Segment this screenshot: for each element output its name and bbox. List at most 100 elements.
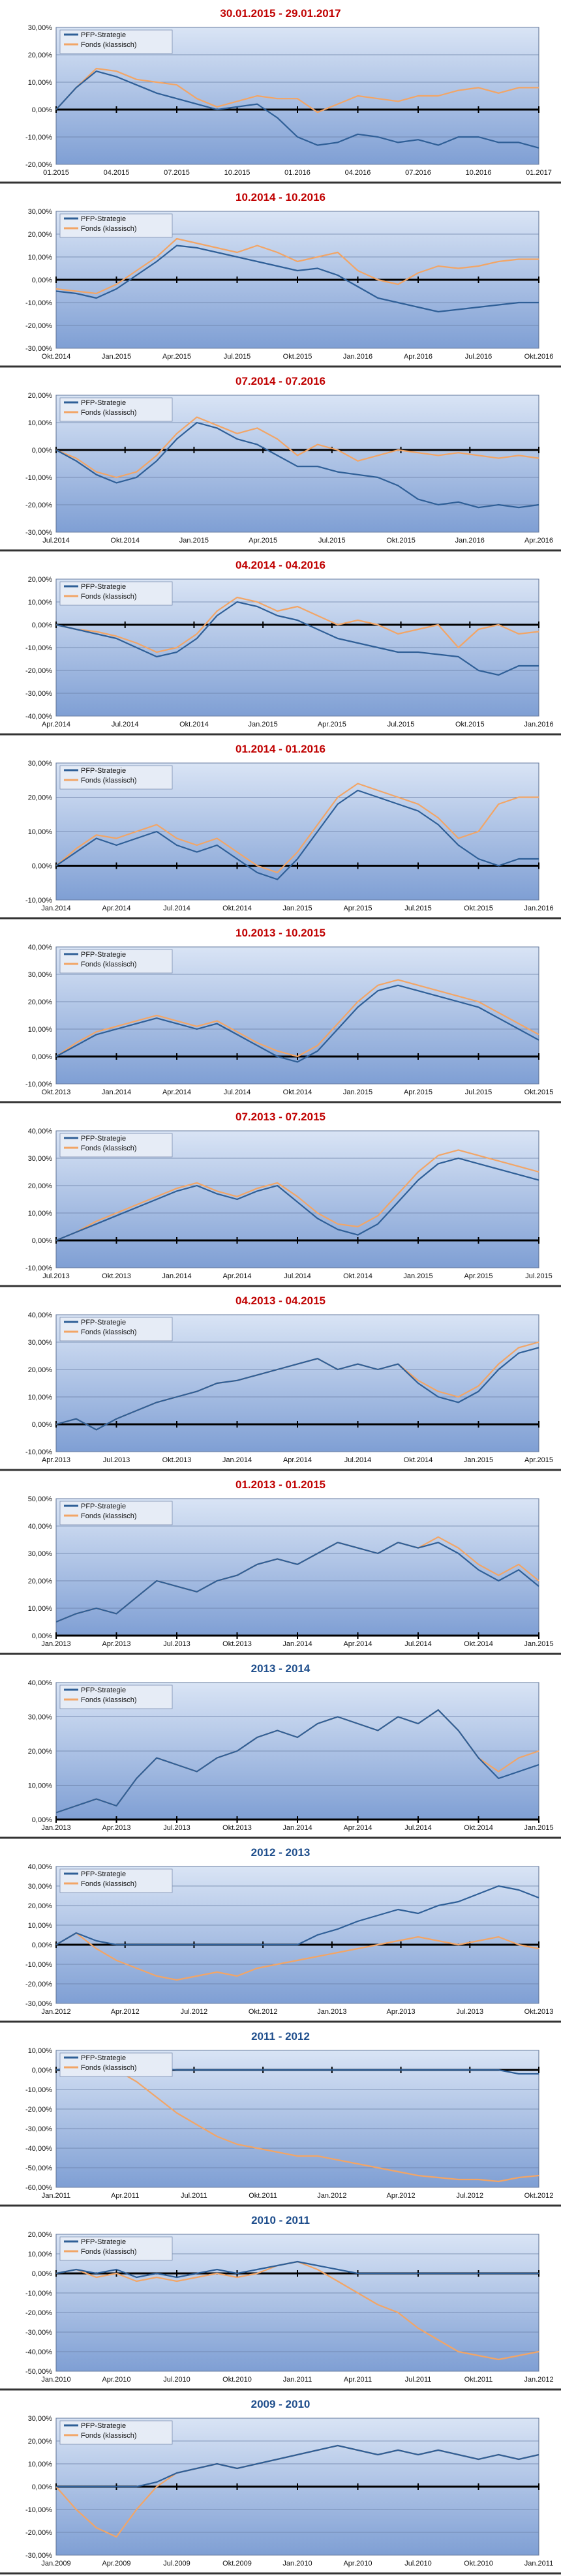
x-tick-label: 10.2015 [224, 169, 250, 177]
y-tick-label: 30,00% [28, 1714, 53, 1722]
y-tick-label: 20,00% [28, 1748, 53, 1756]
y-tick-label: -30,00% [25, 2000, 52, 2008]
legend-label-fonds: Fonds (klassisch) [81, 593, 137, 601]
y-tick-label: -10,00% [25, 134, 52, 142]
x-tick-label: Okt.2014 [179, 721, 209, 728]
y-tick-label: 20,00% [28, 52, 53, 59]
legend-label-fonds: Fonds (klassisch) [81, 2248, 137, 2256]
x-tick-label: Jul.2012 [181, 2008, 208, 2016]
legend-label-fonds: Fonds (klassisch) [81, 2064, 137, 2072]
x-tick-label: Okt.2010 [464, 2560, 493, 2568]
y-tick-label: 40,00% [28, 1863, 53, 1871]
y-tick-label: 30,00% [28, 1550, 53, 1558]
y-tick-label: 10,00% [28, 2461, 53, 2468]
x-tick-label: Jul.2013 [456, 2008, 483, 2016]
legend: PFP-Strategie Fonds (klassisch) [59, 1868, 173, 1893]
x-tick-label: Jan.2016 [524, 721, 553, 728]
y-tick-label: 20,00% [28, 1182, 53, 1190]
legend-label-pfp: PFP-Strategie [81, 399, 126, 407]
x-tick-label: Jan.2014 [282, 1640, 312, 1648]
x-tick-label: Okt.2013 [524, 2008, 554, 2016]
chart-panel-3: 07.2014 - 07.2016 -30,00% -20,00% -10,00% 0,… [0, 375, 561, 552]
chart-title: 2010 - 2011 [251, 2214, 310, 2226]
y-tick-label: 10,00% [28, 1026, 53, 1034]
y-tick-label: 30,00% [28, 1339, 53, 1347]
series-line-pfp [55, 1885, 539, 1946]
y-tick-label: 40,00% [28, 1679, 53, 1687]
y-tick-label: -10,00% [25, 2086, 52, 2094]
y-tick-label: -20,00% [25, 667, 52, 675]
y-tick-label: -30,00% [25, 529, 52, 537]
x-tick-label: Jul.2013 [163, 1640, 190, 1648]
x-tick-label: 10.2016 [466, 169, 492, 177]
x-tick-label: Okt.2012 [249, 2008, 278, 2016]
legend-label-pfp: PFP-Strategie [81, 31, 126, 39]
x-tick-label: Jul.2015 [224, 353, 251, 361]
y-tick-label: -10,00% [25, 897, 52, 905]
y-tick-label: -20,00% [25, 2309, 52, 2317]
y-tick-label: 30,00% [28, 971, 53, 979]
y-tick-label: -10,00% [25, 2506, 52, 2514]
legend-label-fonds: Fonds (klassisch) [81, 777, 137, 785]
x-tick-label: Jan.2013 [41, 1824, 70, 1832]
x-tick-label: 04.2015 [104, 169, 130, 177]
x-tick-label: Jul.2015 [318, 537, 346, 545]
chart-title: 2011 - 2012 [251, 2030, 310, 2043]
x-tick-label: Jan.2015 [102, 353, 131, 361]
y-tick-label: -30,00% [25, 2329, 52, 2337]
series-line-pfp [55, 1542, 539, 1623]
legend-label-fonds: Fonds (klassisch) [81, 961, 137, 968]
x-tick-label: Jul.2013 [42, 1272, 70, 1280]
x-tick-label: Apr.2015 [318, 721, 346, 728]
y-tick-label: 40,00% [28, 944, 53, 951]
legend-label-fonds: Fonds (klassisch) [81, 2432, 137, 2440]
y-tick-label: 10,00% [28, 1922, 53, 1930]
x-tick-label: Okt.2014 [283, 1088, 312, 1096]
y-tick-label: -20,00% [25, 1981, 52, 1988]
y-tick-label: -40,00% [25, 2145, 52, 2153]
legend-label-pfp: PFP-Strategie [81, 2054, 126, 2062]
y-tick-label: 0,00% [32, 1816, 52, 1824]
x-tick-label: Okt.2014 [222, 905, 252, 912]
y-tick-label: -20,00% [25, 322, 52, 330]
x-tick-label: Apr.2014 [42, 721, 70, 728]
x-tick-label: Jan.2015 [403, 1272, 432, 1280]
x-tick-label: Jul.2015 [465, 1088, 493, 1096]
y-tick-label: -50,00% [25, 2368, 52, 2376]
chart-title: 01.2014 - 01.2016 [235, 743, 326, 755]
y-tick-label: 30,00% [28, 208, 53, 216]
x-tick-label: Okt.2013 [42, 1088, 71, 1096]
legend: PFP-Strategie Fonds (klassisch) [59, 2236, 173, 2261]
chart-panel-1: 30.01.2015 - 29.01.2017 -20,00% -10,00% 0,0… [0, 7, 561, 184]
legend-label-fonds: Fonds (klassisch) [81, 1696, 137, 1704]
series-line-fonds [55, 237, 539, 295]
y-tick-label: 20,00% [28, 998, 53, 1006]
legend: PFP-Strategie Fonds (klassisch) [59, 1501, 173, 1525]
legend: PFP-Strategie Fonds (klassisch) [59, 765, 173, 790]
legend-label-pfp: PFP-Strategie [81, 1319, 126, 1326]
x-tick-label: 07.2016 [405, 169, 431, 177]
y-tick-label: 30,00% [28, 1883, 53, 1891]
series-line-fonds [55, 2061, 539, 2183]
legend: PFP-Strategie Fonds (klassisch) [59, 29, 173, 54]
x-tick-label: 04.2016 [345, 169, 371, 177]
legend: PFP-Strategie Fonds (klassisch) [59, 2420, 173, 2445]
x-tick-label: Apr.2013 [42, 1456, 70, 1464]
legend-label-pfp: PFP-Strategie [81, 1686, 126, 1694]
legend: PFP-Strategie Fonds (klassisch) [59, 1133, 173, 1158]
x-tick-label: Jul.2015 [387, 721, 415, 728]
x-tick-label: Apr.2015 [524, 1456, 553, 1464]
legend: PFP-Strategie Fonds (klassisch) [59, 949, 173, 974]
y-tick-label: 10,00% [28, 419, 53, 427]
x-tick-label: Okt.2014 [404, 1456, 433, 1464]
chart-panel-11: 2012 - 2013 -30,00% -20,00% -10,00% 0,00% 10,… [0, 1846, 561, 2023]
y-tick-label: 10,00% [28, 1210, 53, 1218]
y-tick-label: 0,00% [32, 863, 52, 871]
x-tick-label: Jul.2015 [404, 905, 432, 912]
x-tick-label: Jul.2014 [284, 1272, 311, 1280]
legend: PFP-Strategie Fonds (klassisch) [59, 1685, 173, 1709]
y-tick-label: 10,00% [28, 828, 53, 836]
x-tick-label: Jan.2011 [524, 2560, 553, 2568]
x-tick-label: Jul.2014 [163, 905, 190, 912]
x-tick-label: Okt.2012 [524, 2192, 554, 2200]
